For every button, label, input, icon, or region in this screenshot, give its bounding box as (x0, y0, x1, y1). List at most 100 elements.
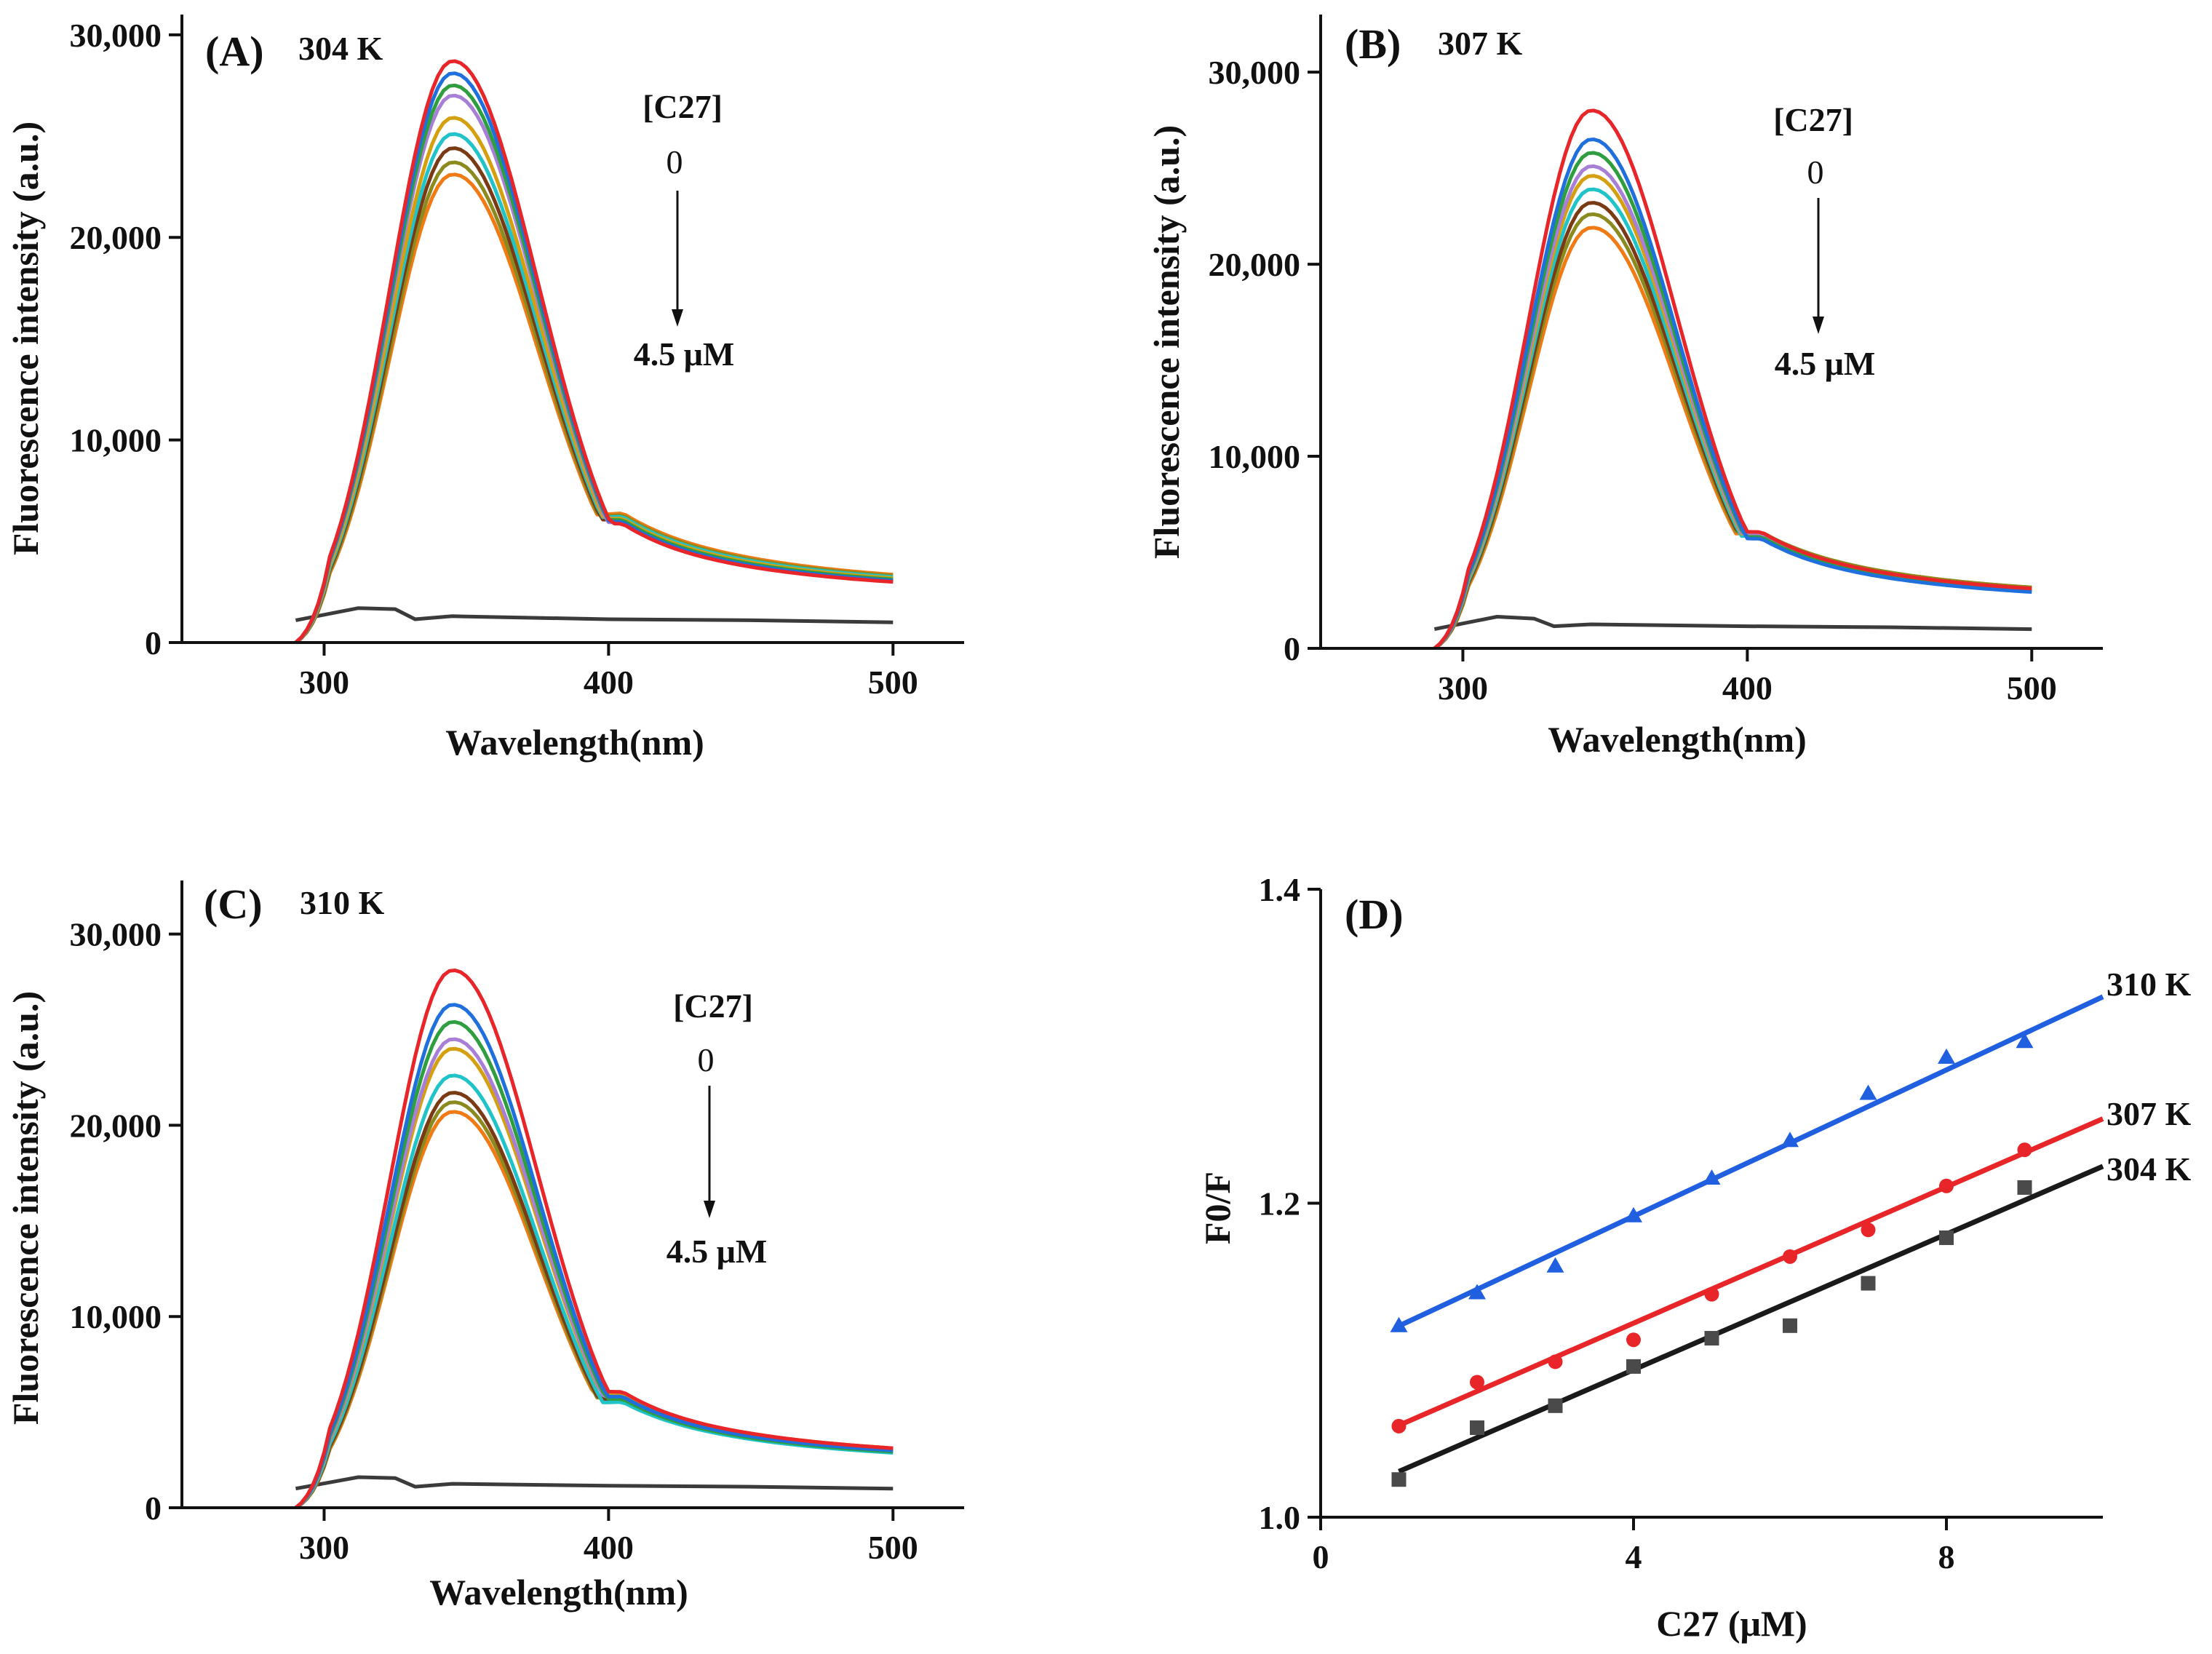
y-tick-label: 0 (145, 1490, 162, 1527)
panel-label-b: (B) (1345, 20, 1401, 68)
y-tick-label: 1.4 (1259, 871, 1301, 908)
x-tick-label: 400 (1722, 669, 1773, 707)
data-point-310k (1546, 1257, 1564, 1273)
spectrum-buffer-line (295, 606, 894, 624)
data-point-304k (1704, 1331, 1719, 1346)
data-point-307k (1783, 1249, 1797, 1264)
spectrum-line-1 (1433, 108, 2032, 650)
concentration-arrowhead-a (672, 309, 683, 327)
y-tick-label: 30,000 (70, 17, 162, 54)
spectra-curves-c (294, 969, 894, 1510)
data-point-307k (1704, 1287, 1719, 1302)
y-tick-label: 30,000 (1209, 54, 1301, 91)
data-point-307k (1939, 1178, 1954, 1193)
spectrum-buffer-line (1433, 615, 2032, 632)
data-point-304k (1626, 1359, 1641, 1374)
axes-b: 300 400 500 0 10,000 20,000 30,000 (1209, 15, 2103, 707)
y-tick-label: 1.0 (1259, 1499, 1301, 1536)
y-axis-title-a: Fluorescence intensity (a.u.) (5, 122, 46, 555)
spectrum-line-9 (295, 1110, 894, 1510)
x-axis-title-a: Wavelength(nm) (445, 722, 704, 763)
panel-label-d: (D) (1345, 891, 1404, 938)
panel-d: 0 4 8 1.0 1.2 1.4 (D) 310 K 307 K 304 K C27 (… (1197, 871, 2192, 1644)
x-tick-label: 300 (299, 664, 349, 701)
data-point-307k (1626, 1332, 1641, 1348)
annotation-header-b: [C27] (1773, 101, 1853, 138)
fit-line-310k (1398, 994, 2104, 1329)
spectra-curves-b (1433, 108, 2032, 651)
panel-c: 300 400 500 0 10,000 20,000 30,000 (C) 310 K [… (5, 880, 964, 1613)
panel-temperature-c: 310 K (300, 884, 385, 921)
spectrum-line-2 (294, 1003, 894, 1509)
annotation-end-c: 4.5 μM (667, 1233, 768, 1270)
data-point-307k (1470, 1375, 1484, 1390)
data-point-304k (1861, 1276, 1876, 1291)
x-axis-title-c: Wavelength(nm) (429, 1572, 688, 1613)
panel-temperature-b: 307 K (1438, 25, 1523, 62)
series-label-310k: 310 K (2106, 966, 2192, 1003)
x-tick-label: 500 (868, 1529, 918, 1566)
x-tick-label: 300 (299, 1529, 349, 1566)
data-point-304k (1939, 1230, 1954, 1245)
series-label-307k: 307 K (2106, 1095, 2192, 1132)
panel-a: 300 400 500 0 10,000 20,000 30,000 (A) 304 K [… (5, 15, 964, 763)
y-tick-label: 20,000 (1209, 246, 1301, 283)
y-tick-label: 10,000 (70, 1298, 162, 1335)
data-point-307k (1391, 1418, 1407, 1434)
series-label-304k: 304 K (2106, 1150, 2192, 1188)
data-point-310k (1781, 1132, 1799, 1148)
y-tick-label: 10,000 (1209, 438, 1301, 475)
y-tick-label: 1.2 (1259, 1185, 1301, 1222)
data-point-304k (1391, 1472, 1407, 1487)
data-point-307k (1861, 1222, 1876, 1238)
concentration-arrowhead-c (704, 1201, 715, 1218)
data-point-310k (1703, 1169, 1721, 1185)
concentration-arrowhead-b (1813, 317, 1824, 334)
y-tick-label: 20,000 (70, 219, 162, 256)
panel-label-a: (A) (205, 28, 264, 75)
spectra-curves-a (294, 59, 894, 644)
panel-temperature-a: 304 K (298, 30, 383, 67)
y-tick-label: 0 (1284, 630, 1300, 667)
fit-line-307k (1398, 1116, 2104, 1428)
spectrum-buffer-line (295, 1475, 894, 1491)
y-axis-title-b: Fluorescence intensity (a.u.) (1146, 125, 1187, 559)
x-tick-label: 500 (868, 664, 918, 701)
spectrum-line-1 (294, 969, 894, 1509)
fit-line-304k (1398, 1164, 2104, 1474)
data-point-310k (1625, 1206, 1642, 1222)
data-point-304k (1783, 1318, 1797, 1333)
data-point-310k (1859, 1084, 1877, 1100)
data-point-304k (1470, 1420, 1484, 1436)
x-axis-title-b: Wavelength(nm) (1548, 719, 1807, 760)
data-point-310k (1390, 1316, 1408, 1332)
data-point-310k (1938, 1048, 1955, 1064)
y-tick-label: 0 (145, 624, 162, 661)
annotation-end-a: 4.5 μM (634, 335, 735, 373)
data-points-d (1390, 1033, 2034, 1487)
annotation-header-a: [C27] (642, 88, 723, 125)
annotation-start-b: 0 (1807, 154, 1824, 191)
panel-b: 300 400 500 0 10,000 20,000 30,000 (B) 307 K [… (1146, 15, 2103, 760)
x-tick-label: 4 (1626, 1538, 1642, 1575)
panel-label-c: (C) (204, 880, 263, 928)
data-point-310k (1468, 1284, 1486, 1300)
x-tick-label: 0 (1313, 1538, 1329, 1575)
data-point-307k (2017, 1142, 2032, 1158)
annotation-header-c: [C27] (673, 987, 753, 1025)
x-tick-label: 8 (1938, 1538, 1955, 1575)
spectrum-line-1 (294, 59, 894, 644)
axes-d: 0 4 8 1.0 1.2 1.4 (1259, 871, 2103, 1575)
data-point-310k (2016, 1033, 2034, 1049)
fit-lines-d (1398, 994, 2104, 1474)
x-axis-title-d: C27 (μM) (1656, 1603, 1807, 1644)
x-tick-label: 300 (1438, 669, 1488, 707)
y-tick-label: 10,000 (70, 422, 162, 459)
annotation-start-c: 0 (698, 1041, 715, 1078)
y-tick-label: 30,000 (70, 916, 162, 953)
data-point-304k (1548, 1398, 1563, 1413)
y-axis-title-d: F0/F (1197, 1172, 1238, 1244)
annotation-end-b: 4.5 μM (1775, 345, 1876, 382)
spectrum-line-2 (1433, 138, 2032, 650)
